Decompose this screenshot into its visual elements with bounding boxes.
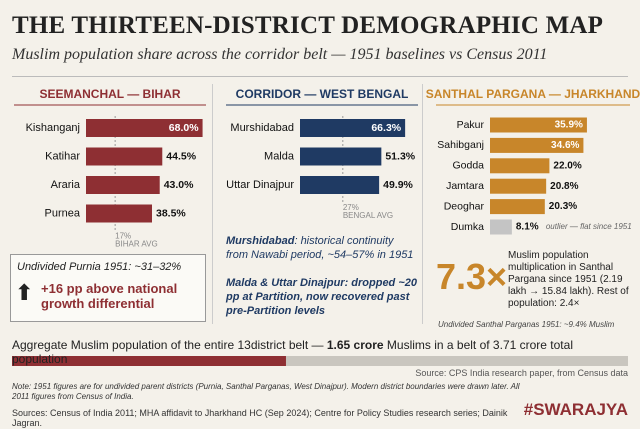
category-label: Malda — [264, 150, 295, 162]
sources: Sources: Census of India 2011; MHA affid… — [12, 408, 508, 428]
divider — [212, 84, 213, 324]
category-label: Dumka — [451, 221, 484, 233]
chart-title: SANTHAL PARGANA — JHARKHAND — [426, 87, 640, 101]
reference-label: 17% — [115, 232, 131, 241]
value-label: 34.6% — [551, 140, 579, 151]
bar — [300, 119, 406, 137]
bar — [86, 147, 163, 166]
brand: #SWARAJYA — [523, 400, 628, 419]
value-label: 38.5% — [156, 207, 186, 219]
bar — [490, 117, 587, 133]
value-label: 66.3% — [371, 122, 401, 134]
category-label: Katihar — [45, 150, 80, 162]
note-text: : historical continuity from Nawabi peri… — [226, 235, 414, 261]
title: THE THIRTEEN-DISTRICT DEMOGRAPHIC MAP — [12, 12, 604, 39]
value-label: 8.1% — [516, 222, 539, 233]
bar — [490, 178, 547, 194]
category-label: Sahibganj — [437, 139, 484, 151]
headline: +16 pp above national growth differentia… — [41, 281, 178, 311]
category-label: Kishanganj — [26, 122, 80, 134]
value-label: 43.0% — [164, 179, 194, 191]
chart-title: SEEMANCHAL — BIHAR — [39, 87, 180, 101]
value-label: 22.0% — [553, 160, 581, 171]
annotation: outlier — flat since 1951 — [546, 222, 632, 231]
multiplier-text: Muslim population multiplication in Sant… — [508, 250, 629, 309]
bar — [300, 147, 382, 166]
value-label: 44.5% — [166, 150, 196, 162]
category-label: Godda — [452, 160, 484, 172]
highlight: 1.65 crore — [326, 338, 384, 352]
value-label: 35.9% — [555, 120, 583, 131]
reference-text: BIHAR AVG — [115, 240, 158, 249]
arrow: ⬆ — [15, 281, 34, 306]
bar — [86, 119, 203, 137]
note-bold: Murshidabad — [226, 235, 295, 247]
total-bar — [12, 356, 628, 366]
subtitle: Muslim population share across the corri… — [12, 46, 548, 63]
value-label: 20.8% — [550, 181, 578, 192]
text: Aggregate Muslim population of the entir… — [12, 338, 327, 352]
bar — [490, 137, 584, 153]
reference-text: BENGAL AVG — [343, 211, 393, 220]
bar — [490, 158, 550, 174]
category-label: Araria — [51, 179, 81, 191]
bar — [86, 204, 152, 223]
category-label: Jamtara — [446, 180, 484, 192]
category-label: Purnea — [45, 207, 81, 219]
text: Muslims in a belt of 3.71 crore total po… — [12, 338, 573, 366]
value-label: 68.0% — [169, 122, 199, 134]
category-label: Uttar Dinajpur — [226, 179, 294, 191]
reference-label: 27% — [343, 203, 359, 212]
bar — [490, 219, 512, 235]
value-label: 49.9% — [383, 179, 413, 191]
baseline: Undivided Purnia 1951: ~31–32% — [17, 261, 182, 273]
category-label: Pakur — [457, 119, 485, 131]
category-label: Deoghar — [444, 200, 485, 212]
value-label: 20.3% — [549, 201, 577, 212]
note: Malda & Uttar Dinajpur: dropped ~20 pp a… — [226, 277, 417, 317]
footnote: Undivided Santhal Parganas 1951: ~9.4% M… — [438, 320, 615, 329]
divider — [422, 84, 423, 324]
aggregate-text: Aggregate Muslim population of the entir… — [12, 338, 628, 366]
source: Source: CPS India research paper, from C… — [415, 368, 628, 378]
bar — [300, 176, 380, 194]
chart-title: CORRIDOR — WEST BENGAL — [236, 87, 409, 101]
value-label: 51.3% — [385, 150, 415, 162]
category-label: Murshidabad — [230, 122, 294, 134]
muslim-bar — [12, 356, 286, 366]
bar — [490, 199, 545, 215]
note: Note: 1951 figures are for undivided par… — [12, 382, 520, 401]
purnia-box: Undivided Purnia 1951: ~31–32% ⬆ +16 pp … — [10, 254, 206, 322]
divider — [12, 76, 628, 77]
note: Murshidabad: historical continuity from … — [226, 234, 418, 262]
multiplier: 7.3× — [436, 256, 508, 297]
bar — [86, 176, 160, 194]
